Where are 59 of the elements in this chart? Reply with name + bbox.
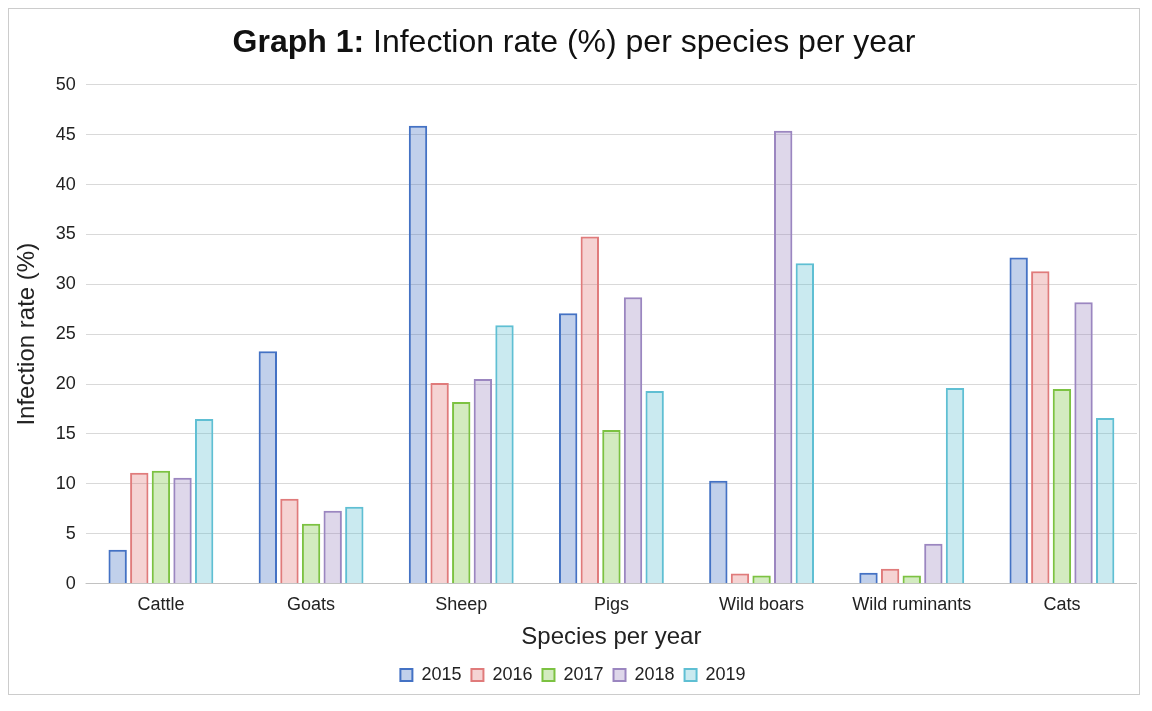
y-tick-label: 15 [55,422,76,443]
y-tick-label: 30 [55,273,76,294]
x-tick-label: Cattle [137,594,185,615]
y-tick-label: 40 [55,173,76,194]
y-tick-label: 25 [55,323,76,344]
bar [1009,257,1028,584]
bar [280,498,299,584]
bar [774,130,793,584]
bar [730,573,750,584]
legend-label: 2016 [492,663,533,684]
bar [945,388,965,584]
bar [709,480,728,584]
x-tick-label: Cats [1043,594,1081,615]
bar [323,510,342,584]
bar [752,575,771,584]
legend-label: 2019 [705,663,746,684]
y-tick-label: 50 [55,73,76,94]
bar [580,236,599,584]
bar [194,419,214,584]
bar [924,543,943,584]
y-tick-label: 45 [55,123,76,144]
x-axis-title: Species per year [521,622,702,650]
bar [495,325,514,584]
y-axis-title: Infection rate (%) [12,242,40,426]
bar [151,470,171,584]
bar [130,472,149,584]
bar [1052,389,1072,584]
legend-label: 2018 [634,663,675,684]
bar [301,523,321,584]
bar [473,379,493,584]
bar [108,549,127,584]
bar [1074,302,1093,584]
bar [430,383,449,584]
bar [795,263,815,584]
bar [173,477,192,584]
y-tick-label: 20 [55,373,76,394]
bar [645,391,664,584]
x-tick-label: Pigs [593,594,629,615]
bar [623,297,643,584]
y-tick-label: 35 [55,223,76,244]
y-tick-label: 5 [65,522,76,543]
bar [602,429,621,584]
bar [558,313,578,584]
legend-label: 2015 [421,663,462,684]
x-tick-label: Wild boars [719,594,805,615]
bar [345,506,364,584]
x-tick-label: Goats [287,594,336,615]
y-tick-label: 10 [55,472,76,493]
x-tick-label: Sheep [435,594,488,615]
x-tick-label: Wild ruminants [852,594,972,615]
legend-label: 2017 [563,663,604,684]
bar [452,402,471,584]
bar [258,351,278,584]
bar [408,125,428,584]
bar [1095,418,1115,584]
bar [859,572,878,584]
y-tick-label: 0 [65,572,76,593]
chart-title: Graph 1: Infection rate (%) per species per year [231,22,917,61]
bar [1031,271,1050,584]
